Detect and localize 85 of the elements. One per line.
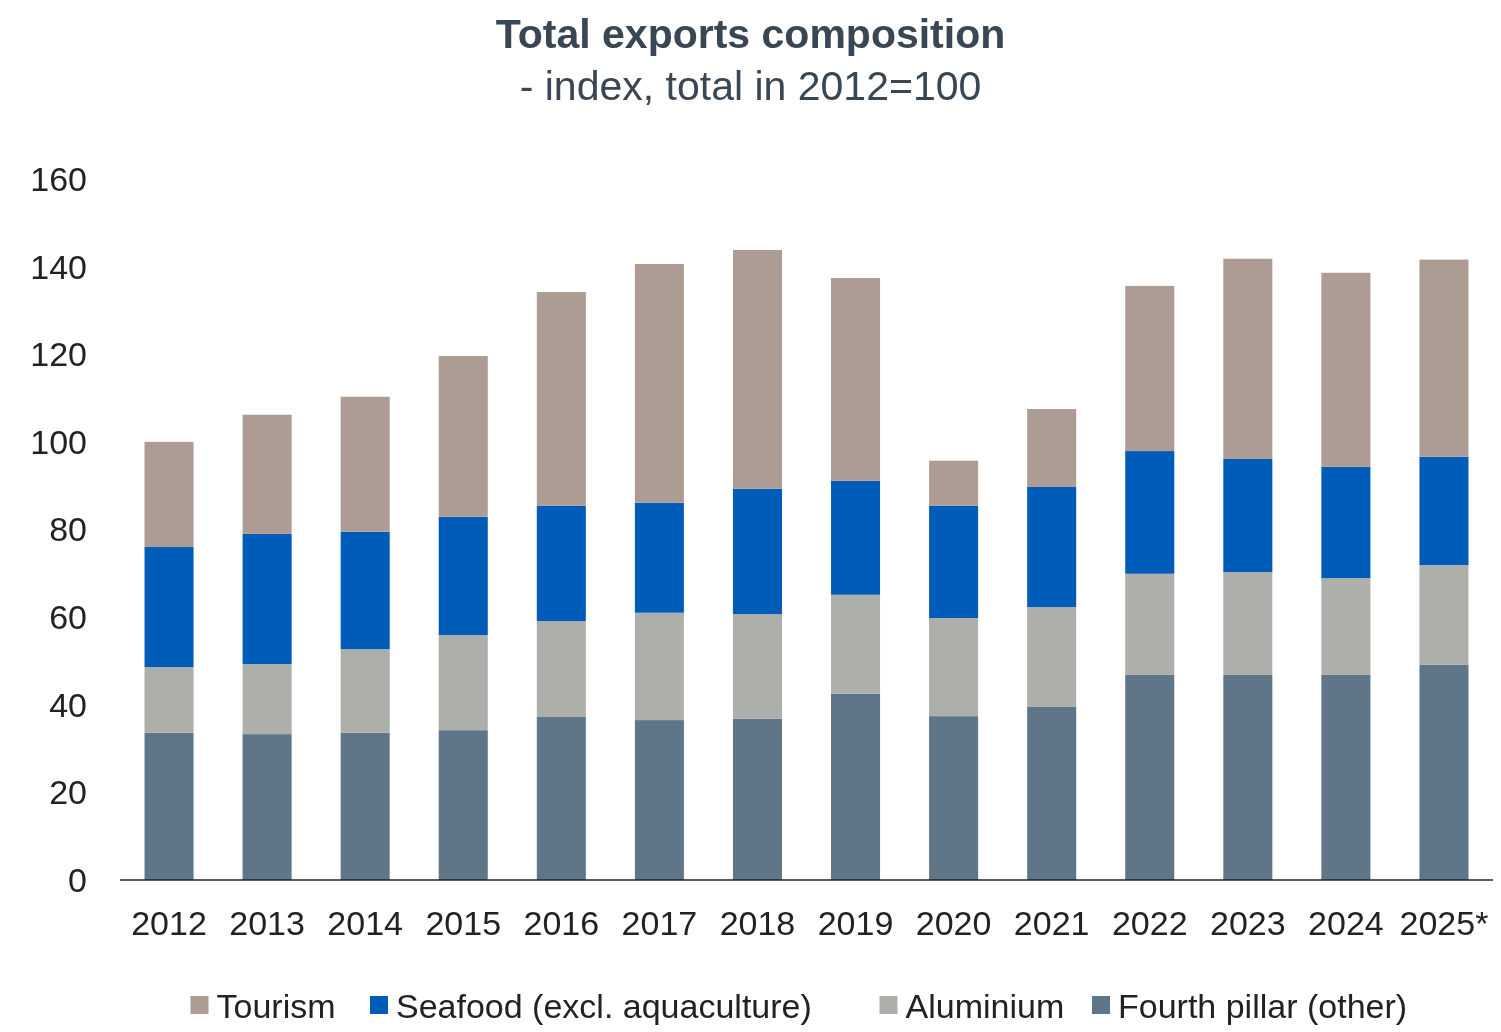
legend-label: Tourism [216,987,336,1025]
bar [732,488,782,615]
bar [1223,674,1273,880]
bar [831,594,881,694]
y-tick-label: 100 [30,422,87,461]
x-tick-label: 2019 [817,904,894,942]
y-tick-label: 160 [30,159,87,198]
bar [1125,573,1175,675]
bar [831,693,881,880]
bar [340,531,390,650]
x-tick-label: 2022 [1111,904,1188,942]
x-tick-label: 2018 [719,904,796,942]
bar [929,460,979,506]
bar [536,292,586,506]
x-tick-label: 2012 [131,904,207,942]
bar [831,278,881,481]
bar [1027,409,1077,487]
bar [1027,706,1077,880]
chart-subtitle: - index, total in 2012=100 [519,63,982,109]
bar [1419,664,1469,880]
legend-label: Fourth pillar (other) [1118,987,1408,1025]
bar [438,730,488,880]
bar [1419,259,1469,457]
bar [732,614,782,719]
bar [242,533,292,664]
bar [1321,674,1371,880]
x-tick-label: 2016 [523,904,600,942]
x-tick-label: 2015 [425,904,502,942]
bar [1321,578,1371,675]
bar [929,505,979,618]
bar [144,732,194,880]
bar [1027,487,1077,608]
bar [1321,272,1371,467]
chart-title: Total exports composition [495,11,1006,57]
bar [1027,607,1077,707]
bar [536,717,586,880]
bar [1223,572,1273,675]
bar [634,264,684,503]
bar [634,720,684,880]
bar [144,441,194,548]
bar [438,516,488,636]
bar [536,505,586,622]
x-tick-label: 2023 [1210,904,1286,942]
bar [1125,285,1175,452]
bar [340,732,390,880]
bar [438,635,488,731]
bar [634,502,684,613]
x-tick-label: 2013 [229,904,305,942]
bar [1223,258,1273,459]
bar [1125,451,1175,574]
x-tick-label: 2020 [915,904,992,942]
bar [242,414,292,534]
y-tick-label: 120 [30,335,87,374]
bar [1223,458,1273,572]
bar [1321,466,1371,579]
legend-label: Aluminium [905,987,1065,1025]
y-tick-label: 40 [49,685,87,724]
bar [144,547,194,668]
y-tick-label: 0 [68,860,87,899]
bar [1125,674,1175,880]
bar [929,716,979,880]
x-tick-label: 2014 [327,904,403,942]
bar [536,621,586,718]
bar [144,667,194,733]
x-tick-label: 2017 [621,904,698,942]
bar [831,480,881,595]
legend-label: Seafood (excl. aquaculture) [396,987,812,1025]
bar [929,618,979,717]
y-tick-label: 140 [30,247,87,286]
y-tick-label: 80 [49,510,87,549]
bar [340,396,390,532]
y-tick-label: 20 [49,773,87,812]
bar [732,249,782,489]
x-tick-label: 2021 [1013,904,1090,942]
x-tick-label: 2025* [1399,904,1489,942]
bar [340,649,390,733]
y-tick-label: 60 [49,598,87,637]
bar [634,612,684,721]
bar [1419,456,1469,565]
bar [732,718,782,880]
x-tick-label: 2024 [1308,904,1384,942]
bar [438,356,488,517]
bar [1419,564,1469,665]
bar [242,734,292,880]
bar [242,664,292,735]
